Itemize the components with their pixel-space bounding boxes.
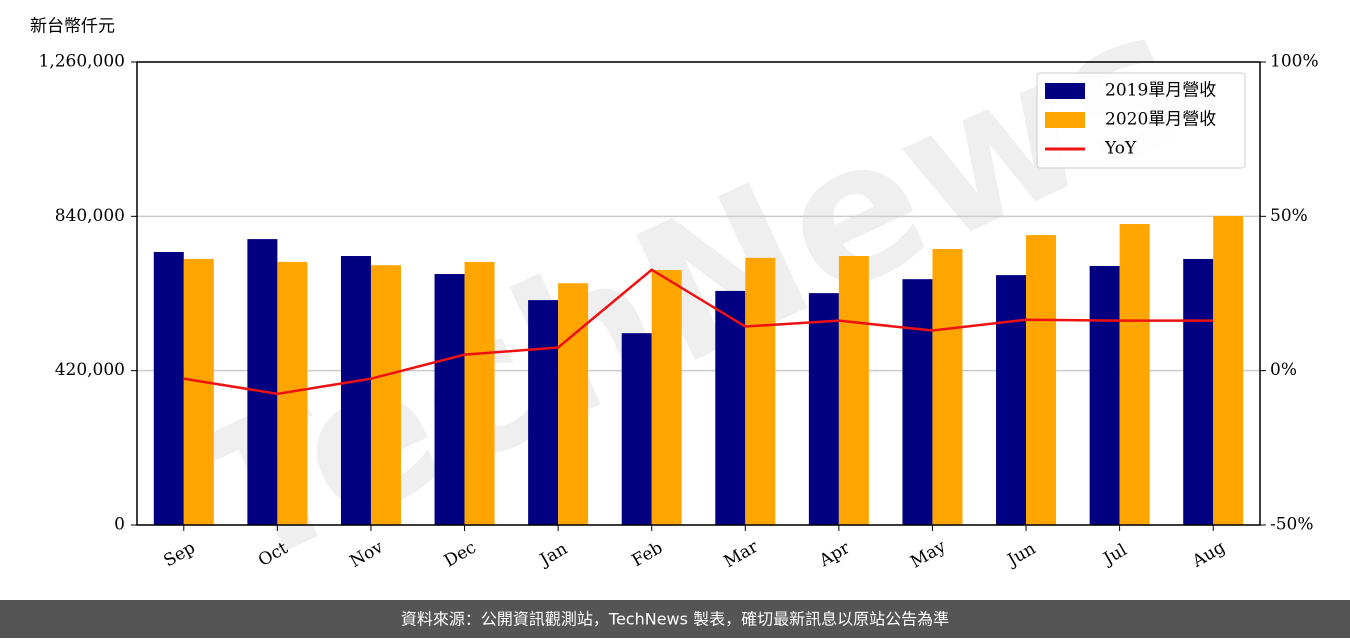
x-tick-label: May <box>907 536 950 572</box>
legend-swatch <box>1045 83 1085 99</box>
bar <box>558 283 589 525</box>
bar <box>651 269 682 525</box>
bar <box>153 251 184 525</box>
legend-label: 2019單月營收 <box>1105 81 1216 101</box>
y-tick-label: 0 <box>114 515 125 535</box>
y2-tick-label: -50% <box>1270 515 1314 535</box>
bar <box>1183 258 1214 525</box>
bar <box>247 239 278 525</box>
bar <box>932 249 963 526</box>
bar <box>996 275 1027 525</box>
bar <box>528 300 559 525</box>
y-axis-label: 新台幣仟元 <box>30 17 115 37</box>
bar <box>183 258 214 525</box>
y2-tick-label: 100% <box>1270 52 1319 72</box>
bar <box>434 274 465 525</box>
bar <box>902 279 933 525</box>
bar <box>838 256 869 525</box>
y2-tick-label: 50% <box>1270 206 1308 226</box>
legend-label: YoY <box>1104 139 1137 159</box>
y-tick-label: 840,000 <box>55 206 125 226</box>
bar <box>745 257 776 525</box>
bar <box>1089 265 1120 525</box>
bar <box>340 256 371 525</box>
bar <box>370 265 401 525</box>
x-tick-label: Dec <box>441 538 480 572</box>
footer-bar <box>0 600 1350 638</box>
bar <box>808 293 839 525</box>
legend-label: 2020單月營收 <box>1105 110 1216 130</box>
y-tick-label: 420,000 <box>55 360 125 380</box>
bar <box>464 261 495 525</box>
bar <box>715 290 746 525</box>
line <box>183 268 1214 396</box>
x-tick-label: Jun <box>1003 539 1040 572</box>
x-tick-label: Apr <box>815 538 854 572</box>
x-tick-label: Feb <box>629 538 667 571</box>
footer: 資料來源：公開資訊觀測站，TechNews 製表，確切最新訊息以原站公告為準 <box>401 610 949 629</box>
x-tick-label: Aug <box>1188 537 1229 572</box>
bar <box>1026 235 1057 526</box>
x-tick-label: Mar <box>721 537 763 573</box>
x-tick-label: Sep <box>160 538 198 572</box>
bar <box>1119 224 1150 526</box>
bar <box>621 333 652 525</box>
legend-swatch <box>1045 112 1085 128</box>
plot-frame <box>136 61 1261 526</box>
bar <box>1213 215 1244 525</box>
y2-tick-label: 0% <box>1270 360 1297 380</box>
legend-box <box>1036 72 1246 169</box>
y-tick-label: 1,260,000 <box>38 52 125 72</box>
x-tick-label: Jul <box>1099 540 1131 570</box>
x-tick-label: Jan <box>535 539 571 571</box>
